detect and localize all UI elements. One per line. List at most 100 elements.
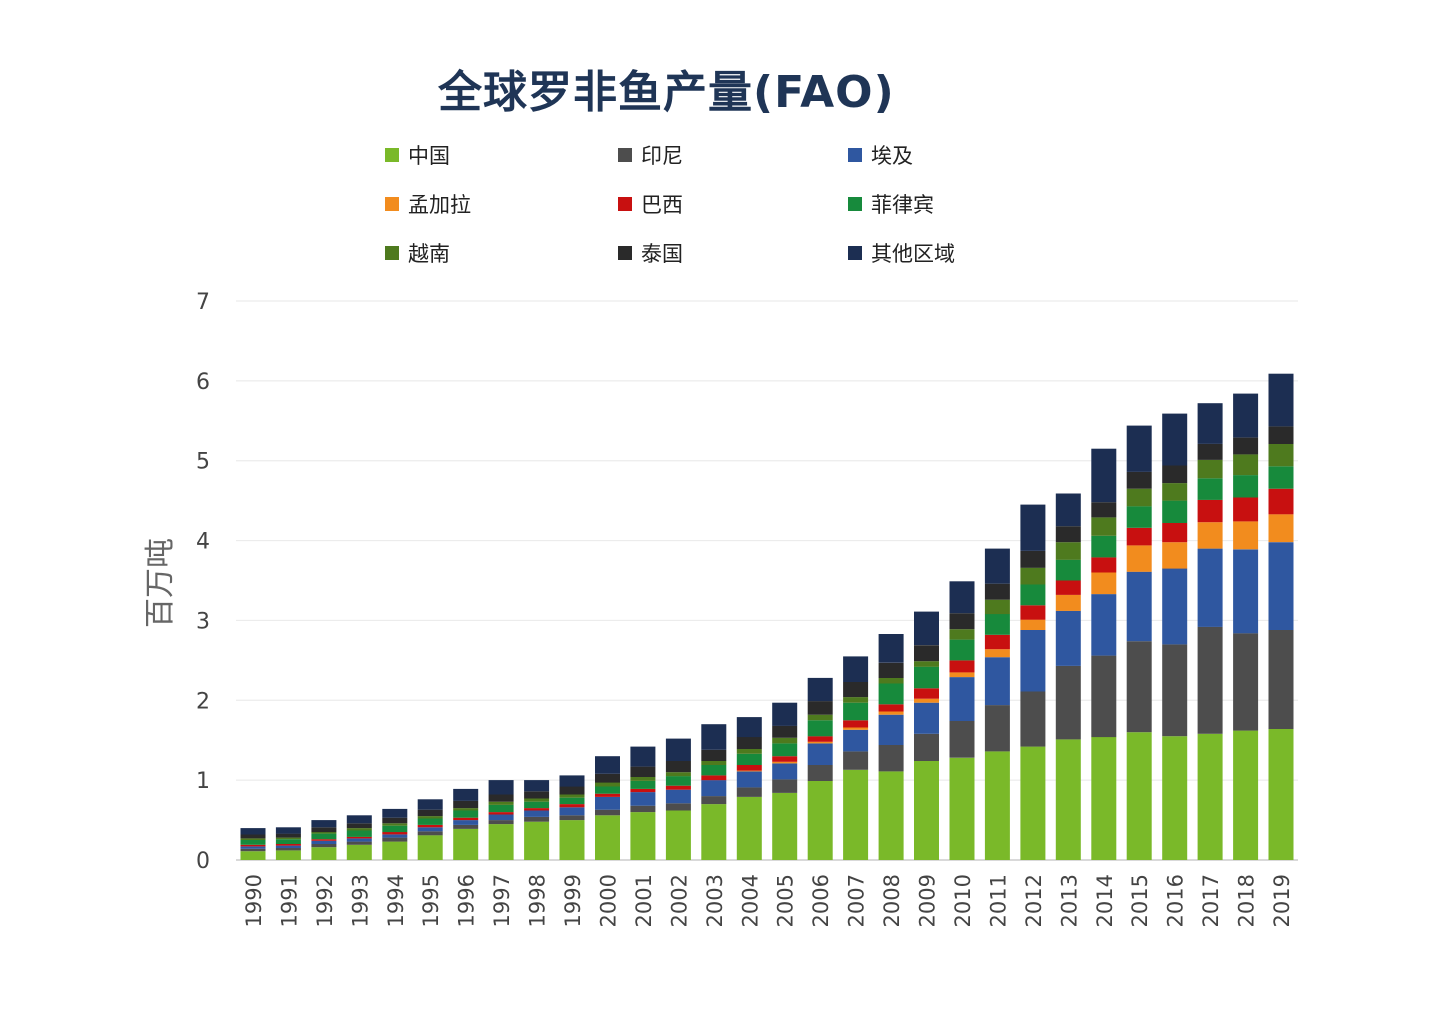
bar-segment — [843, 681, 869, 698]
x-tick-label: 2013 — [1057, 874, 1081, 927]
bar-segment — [665, 803, 691, 811]
bar-segment — [1126, 471, 1152, 489]
x-tick-label: 1993 — [348, 874, 372, 927]
bar-segment — [346, 830, 372, 837]
bar-segment — [701, 796, 727, 805]
bar-segment — [1020, 746, 1046, 860]
bar-segment — [559, 820, 585, 860]
y-axis-label: 百万吨 — [143, 538, 178, 628]
legend-label: 孟加拉 — [408, 193, 471, 217]
bar-segment — [772, 761, 798, 764]
bar-segment — [736, 749, 762, 754]
bar-segment — [595, 809, 620, 816]
bar-segment — [630, 805, 656, 813]
bar-segment — [595, 782, 620, 787]
bar-segment — [1091, 594, 1117, 656]
bar-segment — [311, 820, 337, 828]
bar-segment — [240, 840, 266, 845]
bar-segment — [1020, 504, 1046, 551]
bar-segment — [1197, 548, 1223, 627]
bar-segment — [736, 796, 762, 860]
bar-segment — [1197, 443, 1223, 460]
legend-item: 巴西 — [618, 189, 683, 219]
bar-segment — [595, 756, 620, 774]
bar-segment — [1162, 644, 1188, 737]
legend-item: 越南 — [385, 238, 450, 268]
y-tick-label: 3 — [196, 609, 210, 634]
bar-segment — [417, 809, 443, 817]
bar-segment — [1162, 483, 1188, 501]
bar-segment — [1020, 691, 1046, 747]
bar-segment — [240, 848, 266, 852]
legend-swatch — [618, 246, 632, 260]
bar-segment — [665, 810, 691, 860]
bar-segment — [1055, 559, 1081, 581]
bar-segment — [488, 824, 514, 860]
bar-segment — [843, 720, 869, 728]
bar-segment — [1126, 571, 1152, 642]
legend-item: 泰国 — [618, 238, 683, 268]
bar-segment — [701, 765, 727, 776]
bar-segment — [559, 815, 585, 821]
bar-segment — [843, 727, 869, 730]
bar-segment — [488, 804, 514, 813]
bar-segment — [630, 780, 656, 789]
bar-segment — [524, 798, 550, 802]
bar-segment — [488, 820, 514, 825]
bar-segment — [772, 756, 798, 762]
bar-segment — [275, 850, 301, 860]
bar-segment — [595, 815, 620, 860]
bar-segment — [595, 786, 620, 794]
bar-segment — [1197, 499, 1223, 523]
bar-segment — [1091, 737, 1117, 860]
x-tick-label: 2002 — [667, 874, 691, 927]
bar-segment — [346, 841, 372, 845]
bar-segment — [559, 775, 585, 787]
bar-segment — [311, 827, 337, 833]
bar-segment — [453, 820, 479, 825]
bar-segment — [382, 832, 408, 835]
bar-segment — [453, 808, 479, 811]
bar-segment — [524, 821, 550, 860]
x-tick-label: 1998 — [526, 874, 550, 927]
bar-segment — [807, 701, 833, 715]
bar-segment — [240, 838, 266, 840]
bar-segment — [417, 818, 443, 825]
bar-segment — [559, 804, 585, 808]
bar-segment — [984, 583, 1010, 600]
bar-segment — [736, 770, 762, 772]
bar-segment — [488, 814, 514, 821]
bar-segment — [1162, 542, 1188, 569]
bar-segment — [311, 844, 337, 848]
bar-segment — [1268, 488, 1294, 515]
bar-segment — [1197, 459, 1223, 479]
bar-segment — [701, 780, 727, 797]
bar-segment — [1197, 478, 1223, 500]
bar-segment — [843, 751, 869, 770]
bar-segment — [1091, 535, 1117, 558]
bar-segment — [1091, 502, 1117, 518]
legend-swatch — [618, 197, 632, 211]
bar-segment — [630, 766, 656, 777]
legend-label: 印尼 — [641, 144, 683, 168]
x-tick-label: 2004 — [738, 874, 762, 927]
chart-title: 全球罗非鱼产量(FAO) — [438, 67, 895, 118]
bar-segment — [1162, 736, 1188, 860]
bar-segment — [382, 808, 408, 818]
bar-segment — [1233, 437, 1259, 455]
bar-segment — [630, 812, 656, 860]
legend-label: 越南 — [408, 242, 450, 266]
bar-segment — [984, 649, 1010, 658]
bar-segment — [346, 844, 372, 860]
legend-label: 埃及 — [871, 144, 913, 168]
bar-segment — [311, 832, 337, 834]
bar-segment — [1126, 732, 1152, 860]
bar-segment — [701, 749, 727, 761]
bar-segment — [878, 771, 904, 860]
bar-segment — [1268, 373, 1294, 427]
bar-segment — [417, 799, 443, 810]
bar-segment — [417, 827, 443, 832]
bar-segment — [914, 611, 939, 646]
x-tick-label: 2008 — [880, 874, 904, 927]
bar-segment — [1126, 527, 1152, 546]
